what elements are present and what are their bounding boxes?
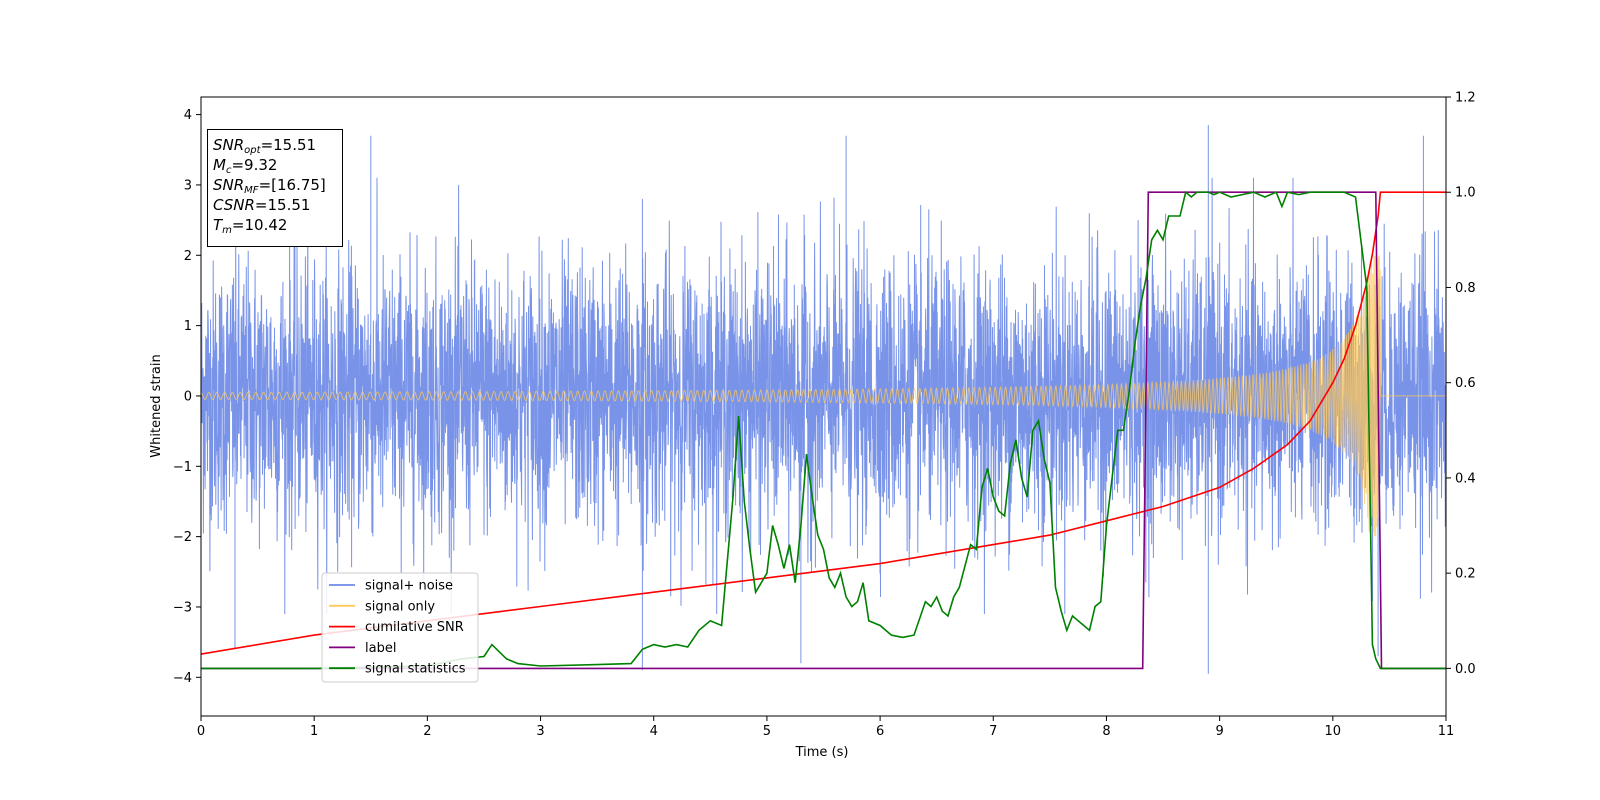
legend-label: signal+ noise bbox=[365, 579, 453, 594]
y-tick-label: 2 bbox=[184, 249, 192, 264]
y-tick-label: 3 bbox=[184, 178, 192, 193]
snr-opt-value: 15.51 bbox=[273, 136, 317, 154]
y2-tick-label: 1.0 bbox=[1455, 186, 1476, 201]
y2-tick-label: 0.0 bbox=[1455, 662, 1476, 677]
legend-label: cumilative SNR bbox=[365, 620, 464, 635]
snr-opt-line: SNRopt=15.51 bbox=[213, 136, 317, 156]
y-tick-label: 4 bbox=[184, 108, 192, 123]
x-axis: 0 1 2 3 4 5 6 7 8 9 10 11 bbox=[197, 716, 1454, 739]
x-tick-label: 5 bbox=[763, 724, 771, 739]
y-tick-label: 0 bbox=[184, 389, 192, 404]
legend-label: label bbox=[365, 641, 396, 656]
stats-annotation-box: SNRopt=15.51 Mc=9.32 SNRMF=[16.75] CSNR=… bbox=[207, 129, 343, 247]
legend-box bbox=[321, 572, 479, 683]
plot-frame bbox=[200, 96, 1447, 717]
y2-tick-label: 0.8 bbox=[1455, 281, 1476, 296]
series-layer bbox=[201, 125, 1446, 674]
csnr-line: CSNR=15.51 bbox=[213, 196, 311, 214]
x-tick-label: 8 bbox=[1102, 724, 1110, 739]
y-tick-label: 1 bbox=[184, 319, 192, 334]
y-tick-label: −2 bbox=[173, 530, 192, 545]
x-tick-label: 4 bbox=[650, 724, 658, 739]
tm-line: Tm=10.42 bbox=[213, 216, 288, 236]
y2-tick-label: 1.2 bbox=[1455, 91, 1476, 106]
y-tick-label: −4 bbox=[173, 671, 192, 686]
x-tick-label: 6 bbox=[876, 724, 884, 739]
mc-line: Mc=9.32 bbox=[213, 156, 278, 176]
y-tick-label: −3 bbox=[173, 600, 192, 615]
y2-tick-label: 0.2 bbox=[1455, 567, 1476, 582]
y2-tick-label: 0.4 bbox=[1455, 471, 1476, 486]
snr-mf-value: [16.75] bbox=[271, 176, 326, 194]
y2-tick-label: 0.6 bbox=[1455, 376, 1476, 391]
signal-statistics-line bbox=[201, 190, 1446, 670]
y-axis-left: −4 −3 −2 −1 0 1 2 3 4 bbox=[173, 108, 201, 686]
mc-value: 9.32 bbox=[244, 156, 278, 174]
tm-value: 10.42 bbox=[244, 216, 288, 234]
cumulative-snr-line bbox=[201, 191, 1446, 655]
x-tick-label: 7 bbox=[989, 724, 997, 739]
y-axis-right: 0.0 0.2 0.4 0.6 0.8 1.0 1.2 bbox=[1446, 91, 1476, 677]
x-tick-label: 10 bbox=[1325, 724, 1342, 739]
signal-only-line bbox=[201, 255, 1446, 537]
legend: signal+ noise signal only cumilative SNR la… bbox=[321, 572, 479, 683]
legend-label: signal statistics bbox=[365, 662, 466, 677]
x-tick-label: 0 bbox=[197, 724, 205, 739]
x-tick-label: 9 bbox=[1215, 724, 1223, 739]
snr-mf-line: SNRMF=[16.75] bbox=[213, 176, 326, 196]
x-tick-label: 11 bbox=[1438, 724, 1455, 739]
y-tick-label: −1 bbox=[173, 460, 192, 475]
x-axis-title: Time (s) bbox=[795, 745, 849, 760]
csnr-value: 15.51 bbox=[267, 196, 311, 214]
y-axis-title: Whitened strain bbox=[149, 354, 164, 457]
x-tick-label: 2 bbox=[423, 724, 431, 739]
x-tick-label: 1 bbox=[310, 724, 318, 739]
legend-label: signal only bbox=[365, 599, 435, 614]
x-tick-label: 3 bbox=[536, 724, 544, 739]
